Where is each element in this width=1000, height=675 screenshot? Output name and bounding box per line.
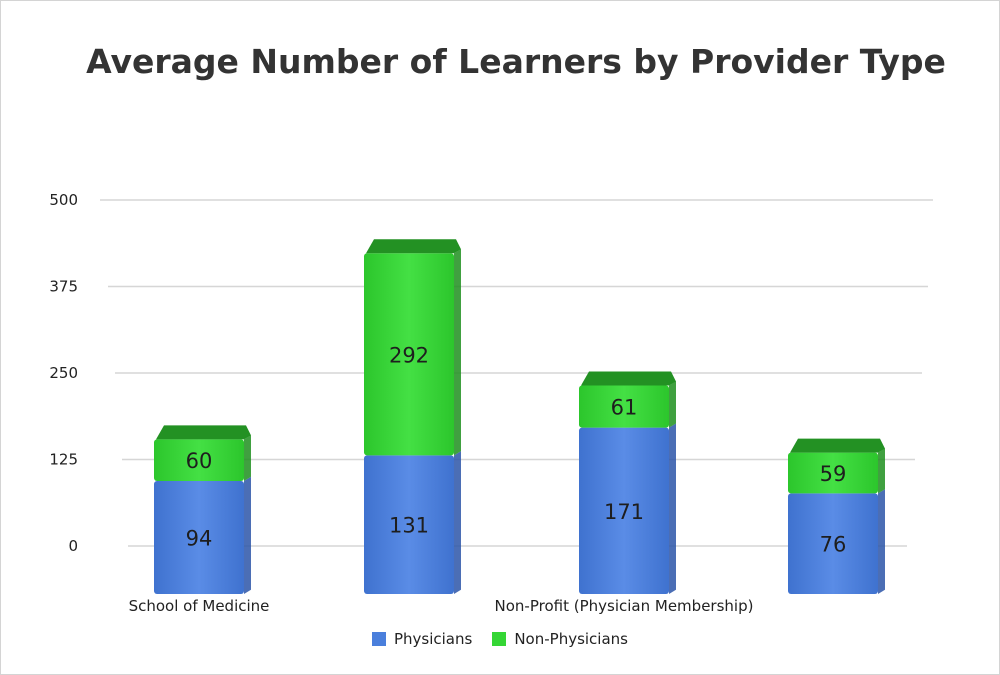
bar-side [244,476,251,594]
bar-top-cap [581,371,676,386]
chart-title: Average Number of Learners by Provider T… [86,42,946,81]
data-label: 76 [820,533,847,557]
bar-physicians [788,493,878,594]
data-label: 59 [820,462,847,486]
legend-item-physicians: Physicians [371,630,473,648]
bar-side [878,448,885,494]
legend-item-non-physicians: Non-Physicians [492,630,628,648]
x-category-label: School of Medicine [129,597,270,615]
bar-top-cap [366,239,461,254]
bar-side [669,423,676,594]
bar-top-cap [790,438,885,453]
data-label: 94 [186,526,213,550]
data-label: 292 [389,343,429,367]
bar-non-physicians [788,452,878,494]
y-tick-label: 125 [49,451,78,469]
data-label: 171 [604,500,644,524]
bar-side [878,489,885,594]
y-tick-label: 375 [49,278,78,296]
y-tick-label: 500 [49,191,78,209]
data-label: 131 [389,514,429,538]
legend: Physicians Non-Physicians [0,630,1000,648]
bar-physicians [579,427,669,594]
bar-side [454,249,461,456]
bar-non-physicians [154,439,244,481]
bar-non-physicians [579,385,669,428]
bar-non-physicians [364,253,454,456]
legend-label: Physicians [393,630,473,648]
bar-physicians [364,455,454,594]
bar-side [669,381,676,428]
legend-swatch [492,632,507,646]
data-label: 61 [611,396,638,420]
y-tick-label: 0 [68,537,78,555]
x-category-label: Non-Profit (Physician Membership) [495,597,754,615]
bar-side [244,435,251,481]
bar-side [454,451,461,594]
bar-physicians [154,480,244,594]
bar-top-cap [156,425,251,440]
legend-swatch [371,632,386,646]
legend-label: Non-Physicians [514,630,628,648]
data-label: 60 [186,449,213,473]
y-tick-label: 250 [49,364,78,382]
